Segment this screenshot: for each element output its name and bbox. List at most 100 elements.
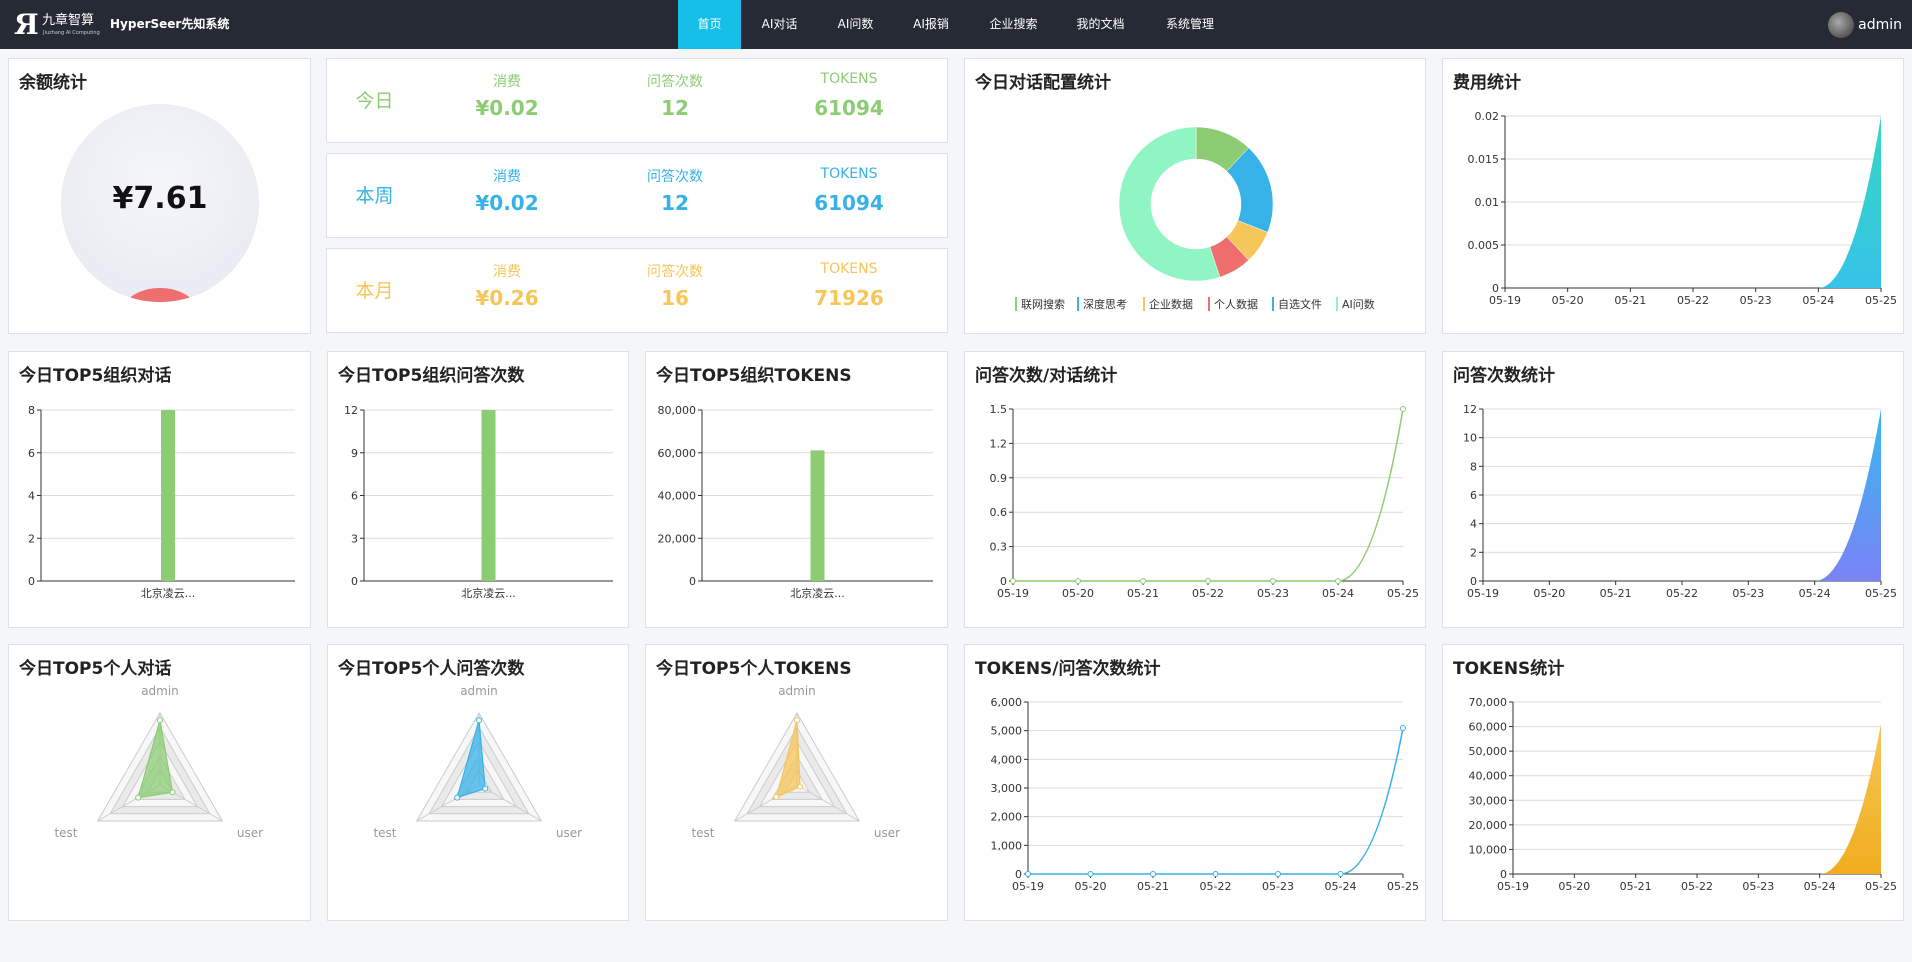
nav-enterprise-search[interactable]: 企业搜索 [989, 17, 1038, 31]
logo-text: 九章智算 [42, 13, 95, 28]
y-tick-label: 0.015 [1468, 153, 1500, 166]
qa-count-card: 问答次数统计 0 2 4 6 8 10 12 05-19 05-20 05-21 05-22 05-2… [1442, 351, 1904, 628]
person-tokens-card: 今日TOP5个人TOKENS admin user test [645, 644, 948, 921]
tokens-count-card: TOKENS统计 0 10,000 20,000 30,000 40,000 50,000… [1442, 644, 1904, 921]
x-tick-label: 05-21 [1127, 587, 1159, 600]
nav-ai-reimburse[interactable]: AI报销 [913, 17, 949, 31]
bar [161, 410, 175, 581]
nav-home[interactable]: 首页 [678, 0, 741, 49]
legend-marker [1143, 297, 1145, 311]
y-tick-label: 4 [1470, 518, 1477, 531]
card-title: TOKENS/问答次数统计 [975, 659, 1161, 679]
x-tick-label: 05-19 [1012, 880, 1044, 893]
legend-label: 自选文件 [1278, 297, 1322, 311]
cost-area-chart: 0 0.005 0.01 0.015 0.02 05-19 05-20 05-21 05-22 0… [1468, 110, 1897, 307]
y-tick-label: 6 [28, 447, 35, 460]
org-tokens-card: 今日TOP5组织TOKENS 0 20,000 40,000 60,000 80,000… [645, 351, 948, 628]
x-tick-label: 05-19 [1489, 294, 1521, 307]
donut-chart: 联网搜索 深度思考 企业数据 个人数据 自选文件 AI问数 [1015, 126, 1375, 311]
card-title: 今日TOP5个人TOKENS [656, 659, 852, 679]
area-fill [1483, 409, 1881, 581]
stat-cost-value: ¥0.02 [475, 191, 539, 215]
person-qa-card: 今日TOP5个人问答次数 admin user test [327, 644, 629, 921]
x-tick-label: 05-22 [1666, 587, 1698, 600]
stat-cost-label: 消费 [493, 264, 521, 280]
y-tick-label: 4,000 [991, 753, 1023, 766]
person-dialog-radar-chart: admin user test [54, 684, 263, 840]
data-point [1275, 871, 1281, 877]
tokens-count-area-chart: 0 10,000 20,000 30,000 40,000 50,000 60,000 70,… [1469, 696, 1897, 893]
x-tick-label: 05-22 [1200, 880, 1232, 893]
qa-count-area-chart: 0 2 4 6 8 10 12 05-19 05-20 05-21 05-22 05-23 05-24 0… [1463, 403, 1897, 600]
balance-water-fill [120, 288, 200, 302]
x-tick-label: 05-20 [1552, 294, 1584, 307]
y-tick-label: 0.9 [990, 472, 1008, 485]
user-menu[interactable]: admin [1828, 12, 1902, 38]
org-qa-card: 今日TOP5组织问答次数 0 3 6 9 12 北京凌云... [327, 351, 629, 628]
x-tick-label: 05-21 [1614, 294, 1646, 307]
nav-ai-query[interactable]: AI问数 [837, 17, 874, 31]
radar-point [794, 717, 800, 724]
qa-ratio-card: 问答次数/对话统计 0 0.3 0.6 0.9 1.2 1.5 05-19 05-20 05-2… [964, 351, 1426, 628]
x-tick-label: 05-24 [1804, 880, 1836, 893]
card-title: 问答次数/对话统计 [975, 366, 1118, 386]
legend-label: AI问数 [1342, 298, 1375, 311]
radar-label: test [373, 826, 396, 840]
logo[interactable]: Я 九章智算 Jiuzhang AI Computing [14, 10, 104, 40]
radar-point [157, 717, 163, 724]
qa-ratio-line-chart: 0 0.3 0.6 0.9 1.2 1.5 05-19 05-20 05-21 05-22 05-2… [990, 403, 1419, 600]
x-tick-label: 05-22 [1677, 294, 1709, 307]
y-tick-label: 6 [1470, 489, 1477, 502]
x-tick-label: 05-25 [1865, 294, 1897, 307]
y-tick-label: 0 [1000, 575, 1007, 588]
y-tick-label: 0.3 [990, 541, 1008, 554]
legend-marker [1208, 297, 1210, 311]
stat-tokens-value: 71926 [814, 286, 884, 310]
radar-point [797, 783, 804, 790]
y-tick-label: 0 [1500, 868, 1507, 881]
stat-period-label: 本月 [355, 280, 394, 302]
top-nav: Я 九章智算 Jiuzhang AI Computing HyperSeer先知… [0, 0, 1912, 49]
stat-cost-label: 消费 [493, 74, 521, 90]
avatar[interactable] [1828, 12, 1855, 38]
y-tick-label: 2 [28, 532, 35, 545]
x-tick-label: 05-24 [1802, 294, 1834, 307]
x-tick-label: 05-22 [1192, 587, 1224, 600]
nav-system-admin[interactable]: 系统管理 [1165, 17, 1214, 31]
y-tick-label: 60,000 [1469, 721, 1508, 734]
y-tick-label: 10,000 [1469, 843, 1508, 856]
donut-slice [1118, 126, 1221, 282]
x-tick-label: 05-25 [1387, 880, 1419, 893]
y-tick-label: 12 [344, 404, 358, 417]
stat-tokens-label: TOKENS [820, 71, 878, 87]
org-dialog-bar-chart: 0 2 4 6 8 北京凌云... [28, 404, 295, 600]
stat-qa-label: 问答次数 [647, 169, 703, 185]
y-tick-label: 70,000 [1469, 696, 1508, 709]
data-point [1087, 871, 1094, 877]
y-tick-label: 8 [1470, 460, 1477, 473]
y-tick-label: 2 [1470, 546, 1477, 559]
person-tokens-radar-chart: admin user test [691, 684, 900, 840]
y-tick-label: 3,000 [991, 782, 1023, 795]
x-tick-label: 05-22 [1681, 880, 1713, 893]
data-point [1140, 578, 1146, 584]
tokens-ratio-card: TOKENS/问答次数统计 0 1,000 2,000 3,000 4,000 5,000… [964, 644, 1426, 921]
legend-marker [1272, 297, 1274, 311]
stat-tokens-value: 61094 [814, 191, 884, 215]
y-tick-label: 0.005 [1468, 239, 1500, 252]
y-tick-label: 0.01 [1475, 196, 1500, 209]
radar-point [169, 789, 176, 796]
legend-marker [1336, 297, 1338, 311]
x-tick-label: 05-24 [1325, 880, 1357, 893]
y-tick-label: 20,000 [1469, 819, 1508, 832]
y-tick-label: 1,000 [991, 839, 1023, 852]
stat-tokens-label: TOKENS [820, 261, 878, 277]
y-tick-label: 0 [689, 575, 696, 588]
nav-my-docs[interactable]: 我的文档 [1076, 17, 1125, 31]
y-tick-label: 0.6 [990, 506, 1008, 519]
nav-ai-chat[interactable]: AI对话 [761, 17, 798, 31]
card-title: 今日TOP5个人对话 [19, 659, 172, 679]
x-tick-label: 05-20 [1558, 880, 1590, 893]
y-tick-label: 0 [1470, 575, 1477, 588]
radar-area [137, 720, 174, 799]
